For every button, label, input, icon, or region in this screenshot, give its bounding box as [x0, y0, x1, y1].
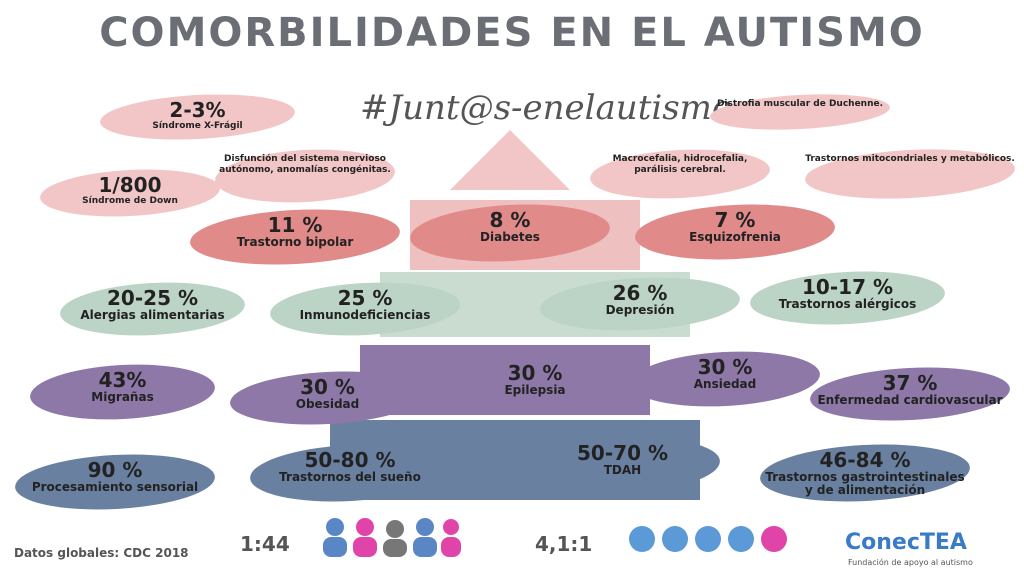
condition: Macrocefalia, hidrocefalia, parálisis ce… — [612, 154, 748, 175]
condition: TDAH — [603, 463, 642, 477]
logo-subtitle: Fundación de apoyo al autismo — [848, 558, 973, 567]
comorbidity: 46-84 % Trastornos gastrointestinales y d… — [758, 439, 972, 507]
condition: Trastornos mitocondriales y metabólicos. — [805, 154, 1015, 164]
condition: Procesamiento sensorial — [31, 480, 199, 494]
logo: ConecTEA — [845, 530, 967, 555]
condition: Ansiedad — [693, 377, 757, 391]
brush-stroke — [709, 90, 891, 134]
comorbidity: 90 % Procesamiento sensorial — [13, 449, 217, 515]
percentage: 11 % — [267, 213, 323, 237]
percentage: 7 % — [714, 208, 756, 232]
comorbidity: 43% Migrañas — [28, 360, 217, 424]
percentage: 37 % — [882, 371, 938, 395]
comorbidity: 37 % Enfermedad cardiovascular — [808, 362, 1012, 426]
percentage: 46-84 % — [819, 448, 911, 472]
title: COMORBILIDADES EN EL AUTISMO — [99, 10, 925, 56]
condition: Trastorno bipolar — [236, 235, 354, 249]
comorbidity: 26 % Depresión — [538, 272, 742, 336]
comorbidity: 25 % Inmunodeficiencias — [268, 278, 462, 340]
comorbidity: 50-80 % Trastornos del sueño — [248, 439, 452, 507]
condition: Síndrome de Down — [82, 196, 178, 206]
comorbidity: 1/800 Síndrome de Down — [38, 165, 222, 221]
percentage: 25 % — [337, 286, 393, 310]
percentage: 20-25 % — [107, 286, 198, 310]
condition: Trastornos gastrointestinales y de alime… — [765, 470, 965, 497]
comorbidity: 30 % Ansiedad — [628, 347, 822, 411]
condition: Depresión — [605, 303, 675, 317]
comorbidity: Disfunción del sistema nervioso autónomo… — [213, 145, 397, 207]
comorbidity: 11 % Trastorno bipolar — [188, 204, 402, 270]
percentage: 50-80 % — [304, 448, 396, 472]
percentage: 30 % — [507, 361, 563, 385]
condition: Migrañas — [91, 390, 154, 404]
percentage: 90 % — [87, 458, 143, 482]
condition: Diabetes — [480, 230, 540, 244]
ratio: 4,1:1 — [535, 532, 593, 556]
condition: Distrofia muscular de Duchenne. — [716, 99, 884, 109]
hashtag: #Junt@s-enelautismo — [360, 88, 733, 128]
percentage: 30 % — [300, 375, 355, 399]
percentage: 26 % — [612, 281, 668, 305]
comorbidity: 30 % Epilepsia — [438, 353, 632, 417]
source: Datos globales: CDC 2018 — [14, 546, 189, 560]
percentage: 8 % — [489, 208, 531, 232]
comorbidity: 30 % Obesidad — [228, 366, 427, 430]
comorbidity: Trastornos mitocondriales y metabólicos. — [803, 144, 1017, 204]
pyramid-top — [450, 130, 570, 190]
condition: Epilepsia — [504, 383, 566, 397]
comorbidity: 10-17 % Trastornos alérgicos — [748, 266, 947, 330]
comorbidity: 2-3% Síndrome X-Frágil — [98, 89, 297, 145]
percentage: 2-3% — [169, 98, 226, 122]
people-icon — [323, 518, 461, 557]
percentage: 50-70 % — [577, 441, 668, 465]
comorbidity: Macrocefalia, hidrocefalia, parálisis ce… — [588, 145, 772, 203]
condition: Esquizofrenia — [689, 230, 781, 244]
percentage: 43% — [98, 368, 147, 392]
percentage: 1/800 — [98, 173, 162, 197]
condition: Trastornos del sueño — [279, 470, 421, 484]
comorbidity: 20-25 % Alergias alimentarias — [58, 278, 247, 340]
condition: Disfunción del sistema nervioso autónomo… — [219, 154, 391, 175]
comorbidity: Distrofia muscular de Duchenne. — [709, 90, 891, 134]
condition: Enfermedad cardiovascular — [817, 393, 1003, 407]
percentage: 30 % — [697, 355, 753, 379]
condition: Trastornos alérgicos — [778, 297, 917, 311]
comorbidity: 50-70 % TDAH — [523, 432, 722, 500]
condition: Síndrome X-Frágil — [152, 121, 243, 131]
comorbidity: 7 % Esquizofrenia — [633, 199, 837, 265]
condition: Alergias alimentarias — [80, 308, 225, 322]
percentage: 10-17 % — [802, 275, 893, 299]
condition: Obesidad — [295, 397, 360, 411]
ratio: 1:44 — [240, 532, 290, 556]
comorbidity: 8 % Diabetes — [408, 199, 612, 267]
faces-icon — [629, 526, 787, 552]
condition: Inmunodeficiencias — [299, 308, 431, 322]
